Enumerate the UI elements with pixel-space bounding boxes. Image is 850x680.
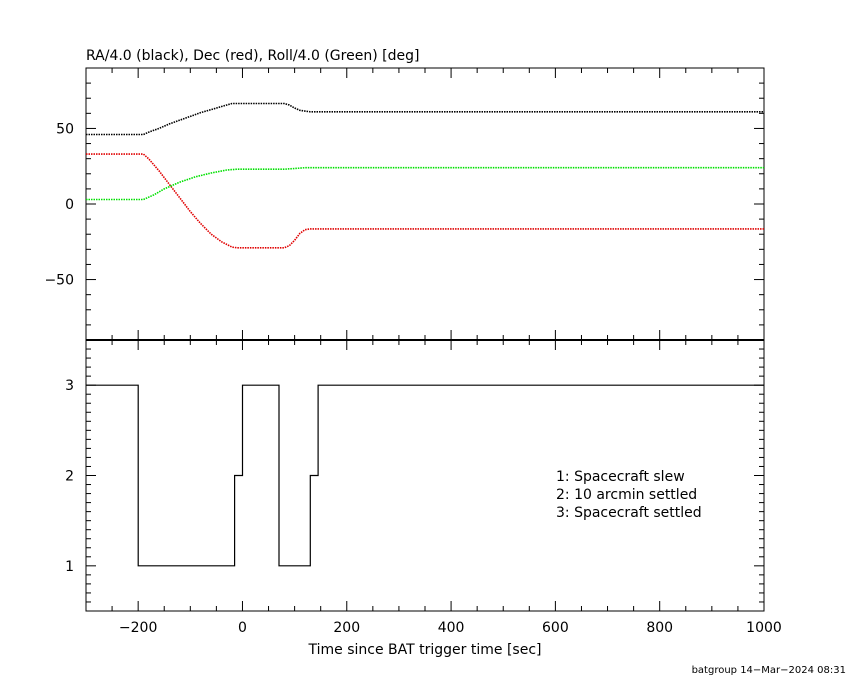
top-panel: −50 0 50 — [44, 67, 765, 341]
bottom-panel-ticks — [85, 339, 765, 612]
top-panel-frame — [85, 67, 765, 341]
series-line — [86, 102, 764, 136]
legend-entry: 1: Spacecraft slew — [556, 469, 685, 485]
chart-title: RA/4.0 (black), Dec (red), Roll/4.0 (Gre… — [86, 48, 419, 64]
bottom-ytick-label: 1 — [65, 559, 74, 575]
legend-entry: 3: Spacecraft settled — [556, 505, 702, 521]
bottom-panel-series — [86, 384, 764, 567]
xtick-label: 1000 — [746, 620, 782, 636]
series-line — [86, 153, 764, 249]
xtick-label: 0 — [238, 620, 247, 636]
top-panel-ticks — [85, 67, 765, 341]
status-step-line — [86, 384, 764, 567]
bottom-ytick-label: 2 — [65, 469, 74, 485]
xtick-label: −200 — [119, 620, 157, 636]
xtick-label: 200 — [333, 620, 360, 636]
x-axis-label: Time since BAT trigger time [sec] — [308, 642, 542, 658]
top-ytick-label: 0 — [65, 197, 74, 213]
top-panel-series — [86, 102, 764, 249]
top-ytick-label: 50 — [56, 121, 74, 137]
top-ytick-label: −50 — [44, 273, 74, 289]
xtick-label: 800 — [646, 620, 673, 636]
series-line — [86, 166, 764, 201]
xtick-label: 600 — [542, 620, 569, 636]
xtick-label: 400 — [438, 620, 465, 636]
legend: 1: Spacecraft slew 2: 10 arcmin settled … — [556, 469, 702, 521]
bottom-panel: 1 2 3 −200 0 200 400 600 800 1000 1: Spa… — [65, 339, 782, 636]
bottom-ytick-label: 3 — [65, 378, 74, 394]
footer-stamp: batgroup 14−Mar−2024 08:31 — [692, 665, 846, 676]
legend-entry: 2: 10 arcmin settled — [556, 487, 697, 503]
